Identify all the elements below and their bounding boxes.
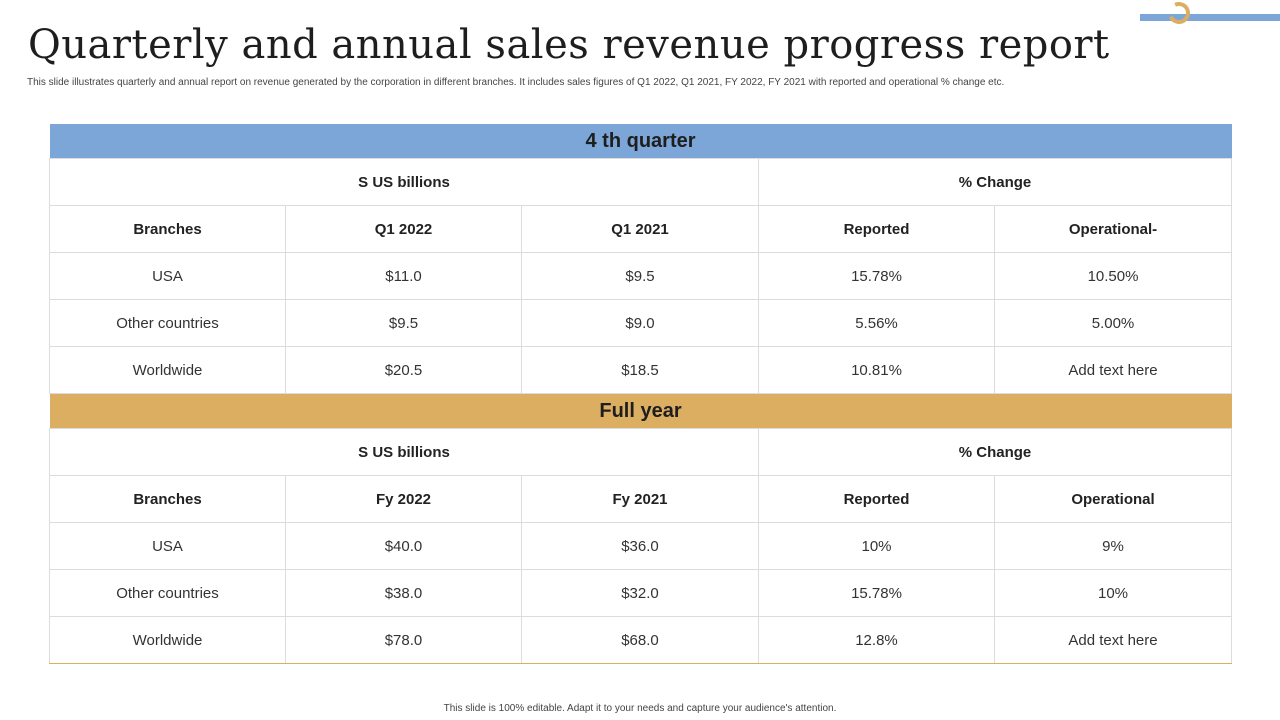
page-title: Quarterly and annual sales revenue progr… (28, 22, 1110, 68)
page-subtitle: This slide illustrates quarterly and ann… (27, 77, 1005, 88)
year-group-right: % Change (757, 428, 1233, 476)
footer-note: This slide is 100% editable. Adapt it to… (443, 703, 837, 714)
table-cell: $38.0 (285, 569, 522, 617)
table-cell: $40.0 (285, 522, 522, 570)
column-header: Fy 2022 (285, 475, 522, 523)
column-header: Operational (993, 475, 1233, 523)
table-cell: 15.78% (758, 252, 995, 300)
decorative-ring-icon (1164, 0, 1194, 28)
table-cell: 5.00% (993, 299, 1233, 347)
table-cell: 15.78% (758, 569, 995, 617)
decorative-bar (1140, 14, 1280, 21)
column-header: Branches (49, 475, 286, 523)
table-cell: 5.56% (758, 299, 995, 347)
table-cell: $18.5 (521, 346, 759, 394)
column-header: Fy 2021 (521, 475, 759, 523)
table-cell: $36.0 (521, 522, 759, 570)
table-cell: Other countries (49, 569, 286, 617)
table-row: Worldwide $20.5 $18.5 10.81% Add text he… (49, 346, 1233, 394)
quarter-band-label: 4 th quarter (49, 124, 1232, 159)
quarter-column-header: Branches Q1 2022 Q1 2021 Reported Operat… (49, 205, 1233, 253)
table-row: Other countries $9.5 $9.0 5.56% 5.00% (49, 299, 1233, 347)
table-cell: Other countries (49, 299, 286, 347)
table-cell: Worldwide (49, 616, 286, 664)
table-cell: $9.5 (521, 252, 759, 300)
column-header: Operational- (993, 205, 1233, 253)
table-cell: Add text here (993, 346, 1233, 394)
column-header: Q1 2021 (521, 205, 759, 253)
table-cell: Add text here (993, 616, 1233, 664)
column-header: Q1 2022 (285, 205, 522, 253)
column-header: Reported (758, 475, 995, 523)
table-cell: $9.0 (521, 299, 759, 347)
column-header: Reported (758, 205, 995, 253)
quarter-group-right: % Change (757, 158, 1233, 206)
quarter-group-left: S US billions (49, 158, 759, 206)
table-cell: 10% (758, 522, 995, 570)
year-band: Full year (49, 393, 1232, 429)
table-cell: 10.50% (993, 252, 1233, 300)
table-row: USA $11.0 $9.5 15.78% 10.50% (49, 252, 1233, 300)
column-header: Branches (49, 205, 286, 253)
year-band-label: Full year (49, 393, 1232, 429)
table-cell: $32.0 (521, 569, 759, 617)
revenue-table: 4 th quarter S US billions % Change Bran… (49, 124, 1233, 664)
table-cell: Worldwide (49, 346, 286, 394)
year-group-left: S US billions (49, 428, 759, 476)
table-cell: 9% (993, 522, 1233, 570)
year-column-header: Branches Fy 2022 Fy 2021 Reported Operat… (49, 475, 1233, 523)
quarter-band: 4 th quarter (49, 124, 1232, 159)
table-cell: $68.0 (521, 616, 759, 664)
table-row: Other countries $38.0 $32.0 15.78% 10% (49, 569, 1233, 617)
table-cell: USA (49, 252, 286, 300)
table-cell: 10.81% (758, 346, 995, 394)
year-group-header: S US billions % Change (49, 428, 1233, 476)
table-row: USA $40.0 $36.0 10% 9% (49, 522, 1233, 570)
table-cell: 12.8% (758, 616, 995, 664)
quarter-group-header: S US billions % Change (49, 158, 1233, 206)
table-cell: $9.5 (285, 299, 522, 347)
table-row: Worldwide $78.0 $68.0 12.8% Add text her… (49, 616, 1233, 664)
table-cell: $78.0 (285, 616, 522, 664)
table-cell: USA (49, 522, 286, 570)
table-cell: $11.0 (285, 252, 522, 300)
table-cell: $20.5 (285, 346, 522, 394)
table-cell: 10% (993, 569, 1233, 617)
